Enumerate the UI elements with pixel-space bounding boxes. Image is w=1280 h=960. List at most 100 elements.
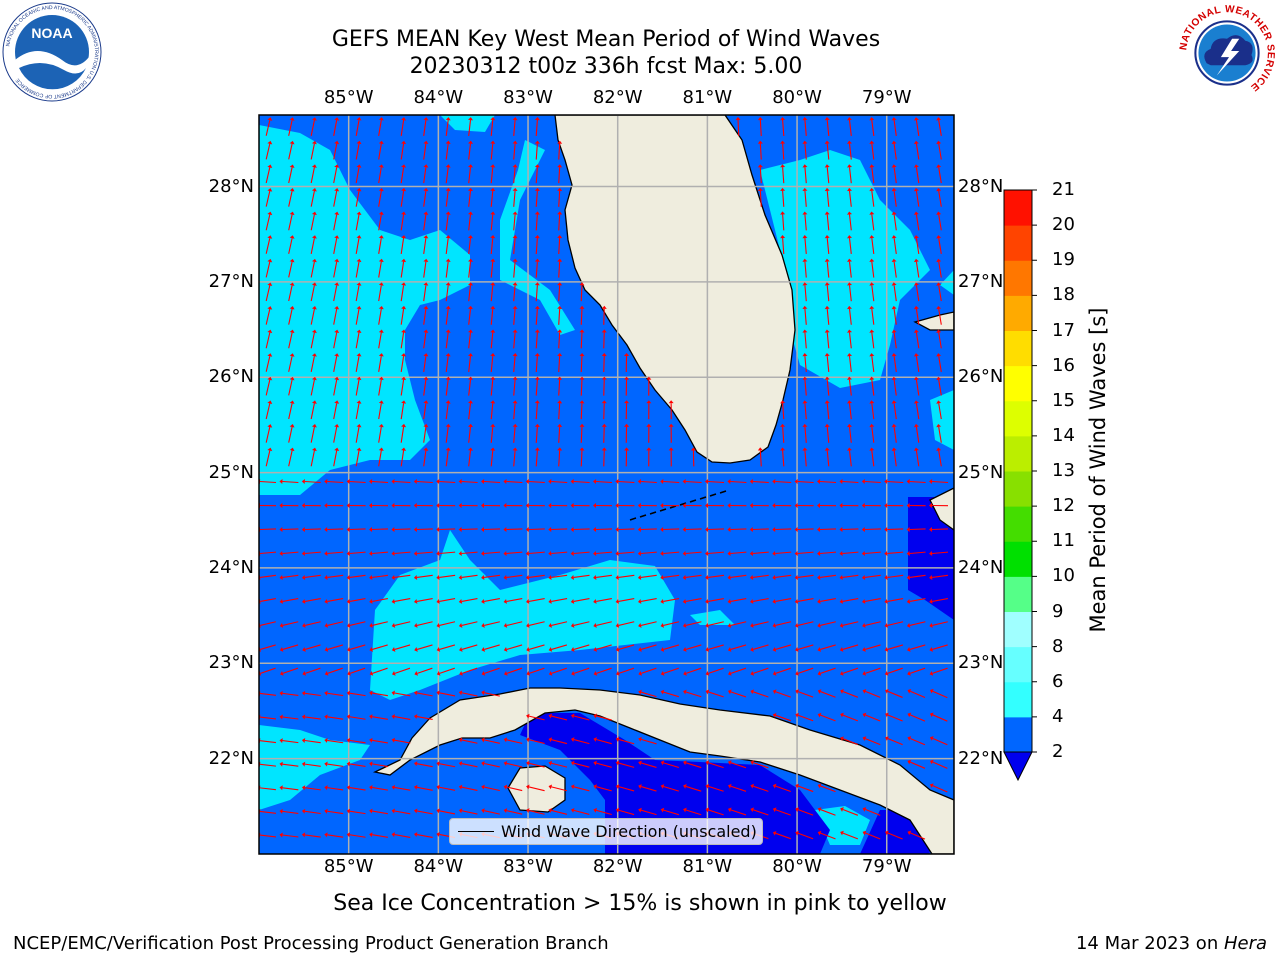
wave-arrow xyxy=(640,738,657,745)
wave-arrow-head xyxy=(929,736,934,741)
wave-arrow xyxy=(596,738,612,745)
wave-arrow-head xyxy=(795,783,799,789)
wave-arrow-head xyxy=(324,671,329,676)
wave-arrow xyxy=(909,621,926,626)
wave-arrow xyxy=(685,667,702,674)
wave-arrow-head xyxy=(324,761,328,767)
wave-arrow-head xyxy=(391,479,395,484)
wave-arrow xyxy=(595,528,613,531)
wave-arrow-head xyxy=(824,376,830,380)
wave-arrow xyxy=(865,714,881,722)
wave-arrow-head xyxy=(929,575,933,580)
wave-arrow-head xyxy=(503,784,508,790)
wave-arrow-head xyxy=(615,784,620,790)
wave-arrow-head xyxy=(413,550,418,556)
wave-arrow-head xyxy=(512,447,518,451)
wave-arrow-head xyxy=(445,423,451,428)
wave-arrow xyxy=(468,119,472,137)
wave-arrow xyxy=(893,379,897,396)
wave-arrow xyxy=(372,597,388,603)
wave-arrow xyxy=(558,214,561,231)
wave-arrow xyxy=(423,214,427,231)
wave-arrow-head xyxy=(512,329,518,333)
wave-arrow xyxy=(461,667,478,674)
wave-arrow-head xyxy=(334,353,340,357)
wave-arrow xyxy=(663,762,680,769)
cyan-zone-0 xyxy=(259,125,470,495)
wave-arrow-head xyxy=(481,550,485,556)
wave-arrow xyxy=(394,644,411,650)
wave-arrow xyxy=(333,379,338,396)
wave-arrow xyxy=(327,621,344,626)
wave-arrow-head xyxy=(891,376,897,381)
wave-arrow-head xyxy=(401,187,407,192)
wave-arrow xyxy=(938,120,942,136)
colorbar-band-7 xyxy=(1004,471,1032,507)
wave-arrow-head xyxy=(913,211,919,215)
wave-arrow xyxy=(445,261,449,278)
wave-arrow-head xyxy=(378,211,384,215)
wave-arrow xyxy=(797,644,814,650)
wave-arrow-head xyxy=(467,258,473,262)
wave-arrow-head xyxy=(467,211,473,215)
wave-arrow-head xyxy=(795,712,799,718)
wave-arrow xyxy=(439,574,456,579)
wave-arrow-head xyxy=(929,550,933,556)
wave-arrow-head xyxy=(593,760,597,766)
wave-arrow xyxy=(558,426,561,443)
wave-arrow-head xyxy=(413,599,418,604)
wave-arrow xyxy=(468,190,472,207)
wave-arrow xyxy=(327,692,344,697)
wave-arrow-head xyxy=(862,712,867,718)
chart-subtitle: 20230312 t00z 336h fcst Max: 5.00 xyxy=(409,54,803,79)
wave-arrow-head xyxy=(780,164,786,168)
wave-arrow xyxy=(864,597,881,603)
wave-arrow xyxy=(931,574,949,579)
wave-arrow-head xyxy=(861,550,866,556)
wave-arrow-head xyxy=(346,526,350,532)
wave-arrow-head xyxy=(378,423,384,428)
wave-arrow-head xyxy=(534,117,540,121)
wave-arrow-head xyxy=(660,479,664,484)
colorbar-band-3 xyxy=(1004,611,1032,648)
wave-arrow-head xyxy=(615,647,620,652)
wave-arrow xyxy=(685,644,702,650)
wave-arrow-head xyxy=(593,575,597,580)
wave-arrow xyxy=(535,214,538,231)
wave-arrow xyxy=(259,810,277,814)
wave-arrow-head xyxy=(885,830,889,836)
wave-arrow xyxy=(394,667,411,674)
wave-arrow xyxy=(282,528,299,531)
wave-arrow-head xyxy=(601,376,607,380)
wave-arrow xyxy=(355,143,360,160)
wave-arrow-head xyxy=(423,329,429,333)
wave-arrow-head xyxy=(413,575,418,580)
wave-arrow-head xyxy=(913,353,919,357)
wave-arrow xyxy=(938,214,942,231)
wave-arrow xyxy=(938,403,942,420)
wave-arrow-head xyxy=(369,526,373,532)
wave-arrow-head xyxy=(668,423,674,427)
wave-arrow-head xyxy=(682,502,686,508)
wave-arrow xyxy=(535,308,538,325)
wave-arrow xyxy=(864,480,881,484)
wave-arrow xyxy=(797,785,814,793)
wave-arrow-head xyxy=(824,329,830,333)
wave-arrow-head xyxy=(423,117,429,121)
wave-arrow xyxy=(513,379,516,396)
wave-arrow xyxy=(528,715,545,721)
wave-arrow-head xyxy=(579,305,585,309)
wave-arrow xyxy=(618,528,635,531)
colorbar-band-11 xyxy=(1004,330,1032,367)
wave-arrow xyxy=(304,480,321,484)
wave-arrow xyxy=(528,810,545,815)
wave-arrow xyxy=(355,450,360,467)
wave-arrow-head xyxy=(467,400,473,404)
wave-arrow xyxy=(513,285,516,302)
wave-arrow xyxy=(484,786,500,792)
wave-arrow-head xyxy=(637,575,642,580)
land-keys-4 xyxy=(669,505,677,509)
wave-arrow-head xyxy=(557,423,563,427)
wave-arrow-head xyxy=(267,188,273,192)
wave-arrow-head xyxy=(907,736,912,741)
